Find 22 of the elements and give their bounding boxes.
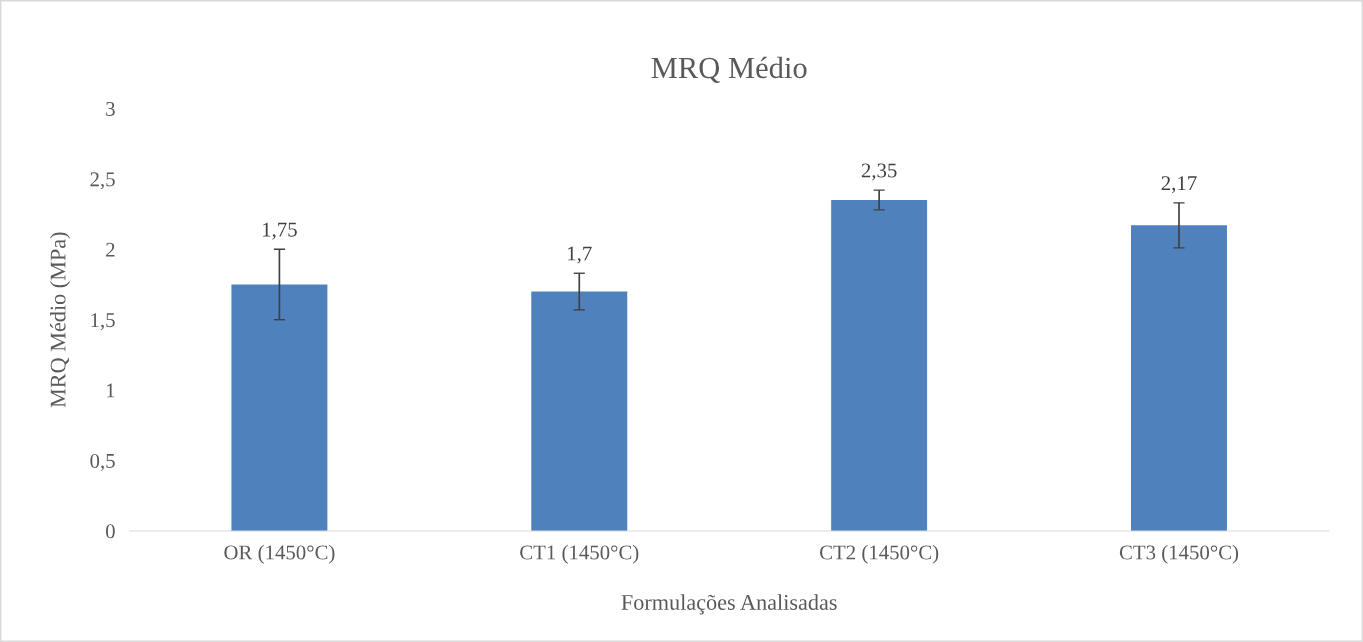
- y-tick-label: 0,5: [90, 453, 115, 471]
- chart-title: MRQ Médio: [651, 56, 807, 83]
- data-label: 2,35: [861, 163, 897, 181]
- data-label: 2,17: [1161, 176, 1197, 194]
- data-label: 1,7: [568, 246, 592, 264]
- y-tick-label: 2: [106, 242, 115, 257]
- y-tick-label: 3: [106, 101, 115, 116]
- bar: [831, 200, 928, 531]
- bar: [231, 284, 328, 531]
- x-tick-label: CT1 (1450°C): [520, 544, 639, 564]
- y-tick-label: 1,5: [91, 313, 115, 331]
- x-tick-label: OR (1450°C): [224, 544, 335, 564]
- y-tick-label: 2,5: [90, 172, 115, 190]
- bar: [1131, 225, 1227, 531]
- x-tick-label: CT2 (1450°C): [819, 544, 939, 564]
- data-label: 1,75: [263, 222, 297, 240]
- y-axis-title: MRQ Médio (MPa): [49, 232, 71, 408]
- x-axis-title: Formulações Analisadas: [621, 594, 837, 615]
- x-tick-label: CT3 (1450°C): [1119, 544, 1239, 564]
- bar: [531, 291, 628, 531]
- y-tick-label: 1: [107, 383, 115, 398]
- y-tick-label: 0: [105, 524, 115, 539]
